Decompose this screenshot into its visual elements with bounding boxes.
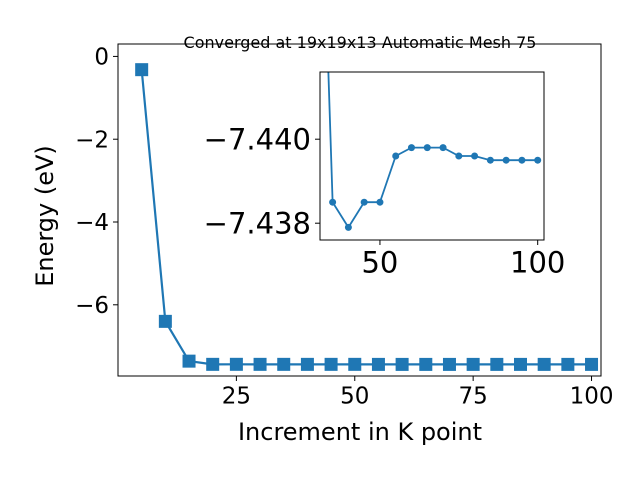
inset-data-point xyxy=(439,144,447,152)
main-x-tick-label: 75 xyxy=(459,384,488,410)
inset-axes-frame xyxy=(319,71,545,241)
main-data-point xyxy=(324,357,338,371)
chart-title: Converged at 19x19x13 Automatic Mesh 75 xyxy=(184,33,537,52)
inset-data-point xyxy=(486,156,494,164)
main-data-point xyxy=(253,357,267,371)
main-y-tick-label: 0 xyxy=(94,44,109,70)
inset-data-point xyxy=(534,156,542,164)
main-data-point xyxy=(182,354,196,368)
main-x-tick-label: 50 xyxy=(340,384,369,410)
main-x-tick-label: 100 xyxy=(570,384,614,410)
inset-data-point xyxy=(471,152,479,160)
main-data-point xyxy=(395,357,409,371)
main-data-point xyxy=(419,357,433,371)
inset-x-tick-label: 100 xyxy=(510,246,565,280)
inset-data-point xyxy=(502,156,510,164)
inset-x-tick-label: 50 xyxy=(361,246,398,280)
main-axes-frame xyxy=(117,43,602,377)
inset-data-point xyxy=(392,152,400,160)
main-data-point xyxy=(229,357,243,371)
inset-y-tick-label: −7.438 xyxy=(204,206,311,240)
main-data-point xyxy=(561,357,575,371)
main-data-point xyxy=(466,357,480,371)
inset-data-point xyxy=(423,144,431,152)
inset-data-point xyxy=(376,198,384,206)
main-ticks: 25 50 75 100 0 −2 −4 −6 xyxy=(75,44,613,409)
inset-data-point xyxy=(360,198,368,206)
inset-data-point xyxy=(344,223,352,231)
main-data-point xyxy=(442,357,456,371)
main-data-point xyxy=(348,357,362,371)
main-axes: Converged at 19x19x13 Automatic Mesh 75 … xyxy=(31,33,613,446)
main-data-point xyxy=(490,357,504,371)
inset-axes: 50 100 −7.440 −7.438 xyxy=(204,71,566,280)
main-y-tick-label: −4 xyxy=(75,210,109,236)
main-data-point xyxy=(300,357,314,371)
inset-data-point xyxy=(455,152,463,160)
main-y-tick-label: −2 xyxy=(75,127,109,153)
inset-data-point xyxy=(329,198,337,206)
y-axis-label: Energy (eV) xyxy=(31,145,59,287)
inset-plot-area xyxy=(327,72,542,231)
main-data-point xyxy=(135,63,149,77)
main-y-tick-label: −6 xyxy=(75,293,109,319)
main-data-point xyxy=(206,357,220,371)
main-data-point xyxy=(277,357,291,371)
inset-ticks: 50 100 −7.440 −7.438 xyxy=(204,122,566,279)
main-data-point xyxy=(514,357,527,371)
x-axis-label: Increment in K point xyxy=(238,418,482,446)
inset-y-tick-label: −7.440 xyxy=(204,122,311,156)
main-data-point xyxy=(537,357,551,371)
inset-data-point xyxy=(407,144,415,152)
main-data-point xyxy=(585,357,599,371)
main-x-tick-label: 25 xyxy=(222,384,251,410)
main-data-point xyxy=(371,357,385,371)
main-plot-area xyxy=(135,63,599,371)
main-data-point xyxy=(158,314,172,328)
inset-data-point xyxy=(518,156,526,164)
inset-background xyxy=(320,72,544,240)
